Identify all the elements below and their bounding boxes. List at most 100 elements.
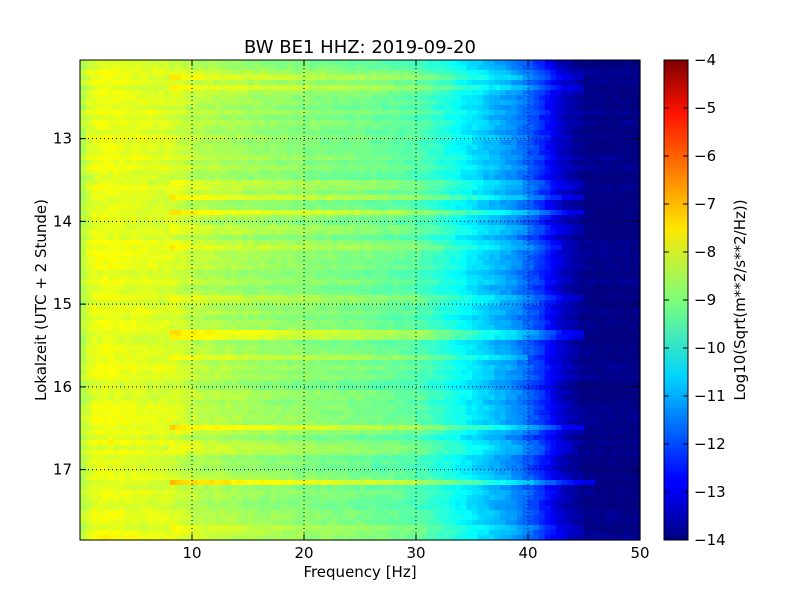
heatmap-cell [404,150,411,156]
heatmap-cell [270,210,277,216]
heatmap-cell [544,150,551,156]
heatmap-cell [192,275,199,281]
heatmap-cell [528,70,535,76]
heatmap-cell [371,160,378,166]
heatmap-cell [91,260,98,266]
heatmap-cell [180,200,187,206]
heatmap-cell [337,255,344,261]
heatmap-cell [315,120,322,126]
heatmap-cell [231,235,238,241]
heatmap-cell [477,65,484,71]
heatmap-cell [472,300,479,306]
heatmap-cell [281,75,288,81]
heatmap-cell [494,95,501,101]
heatmap-cell [404,200,411,206]
heatmap-cell [231,125,238,131]
heatmap-cell [567,155,574,161]
heatmap-cell [522,60,529,66]
heatmap-cell [466,230,473,236]
heatmap-cell [203,120,210,126]
heatmap-cell [416,300,423,306]
heatmap-cell [561,140,568,146]
heatmap-cell [102,280,109,286]
heatmap-cell [152,125,159,131]
heatmap-cell [634,290,641,296]
heatmap-cell [500,95,507,101]
heatmap-cell [628,175,635,181]
heatmap-cell [197,140,204,146]
heatmap-cell [578,180,585,186]
heatmap-cell [264,185,271,191]
heatmap-cell [208,195,215,201]
heatmap-cell [360,140,367,146]
heatmap-cell [264,190,271,196]
heatmap-cell [91,60,98,66]
heatmap-cell [152,180,159,186]
heatmap-cell [136,175,143,181]
heatmap-cell [85,250,92,256]
heatmap-cell [595,280,602,286]
heatmap-cell [130,115,137,121]
heatmap-cell [539,235,546,241]
heatmap-cell [432,175,439,181]
heatmap-cell [180,105,187,111]
heatmap-cell [488,160,495,166]
heatmap-cell [567,300,574,306]
heatmap-cell [404,255,411,261]
heatmap-cell [253,100,260,106]
heatmap-cell [152,285,159,291]
heatmap-cell [623,260,630,266]
heatmap-cell [432,185,439,191]
heatmap-cell [600,250,607,256]
heatmap-cell [320,290,327,296]
heatmap-cell [617,265,624,271]
heatmap-cell [388,130,395,136]
heatmap-cell [600,140,607,146]
heatmap-cell [175,200,182,206]
heatmap-cell [494,175,501,181]
heatmap-cell [371,250,378,256]
heatmap-cell [80,125,87,131]
heatmap-cell [494,205,501,211]
heatmap-cell [180,225,187,231]
heatmap-cell [242,115,249,121]
heatmap-cell [539,100,546,106]
heatmap-cell [309,275,316,281]
heatmap-cell [606,75,613,81]
heatmap-cell [203,295,210,301]
heatmap-cell [539,260,546,266]
heatmap-cell [522,65,529,71]
heatmap-cell [404,265,411,271]
heatmap-cell [494,120,501,126]
heatmap-cell [225,295,232,301]
heatmap-cell [108,305,115,311]
heatmap-cell [371,155,378,161]
heatmap-cell [298,60,305,66]
heatmap-cell [466,245,473,251]
heatmap-cell [606,155,613,161]
heatmap-cell [539,220,546,226]
heatmap-cell [259,225,266,231]
heatmap-cell [80,115,87,121]
heatmap-cell [623,175,630,181]
heatmap-cell [108,225,115,231]
heatmap-cell [102,155,109,161]
heatmap-cell [332,165,339,171]
heatmap-cell [108,160,115,166]
heatmap-cell [96,100,103,106]
heatmap-cell [444,165,451,171]
heatmap-cell [556,90,563,96]
heatmap-cell [91,285,98,291]
heatmap-cell [376,145,383,151]
heatmap-cell [113,165,120,171]
heatmap-cell [472,305,479,311]
heatmap-cell [130,300,137,306]
heatmap-cell [292,175,299,181]
heatmap-cell [416,170,423,176]
heatmap-cell [315,250,322,256]
heatmap-cell [623,150,630,156]
heatmap-cell [225,235,232,241]
heatmap-cell [348,100,355,106]
heatmap-cell [85,115,92,121]
heatmap-cell [326,205,333,211]
